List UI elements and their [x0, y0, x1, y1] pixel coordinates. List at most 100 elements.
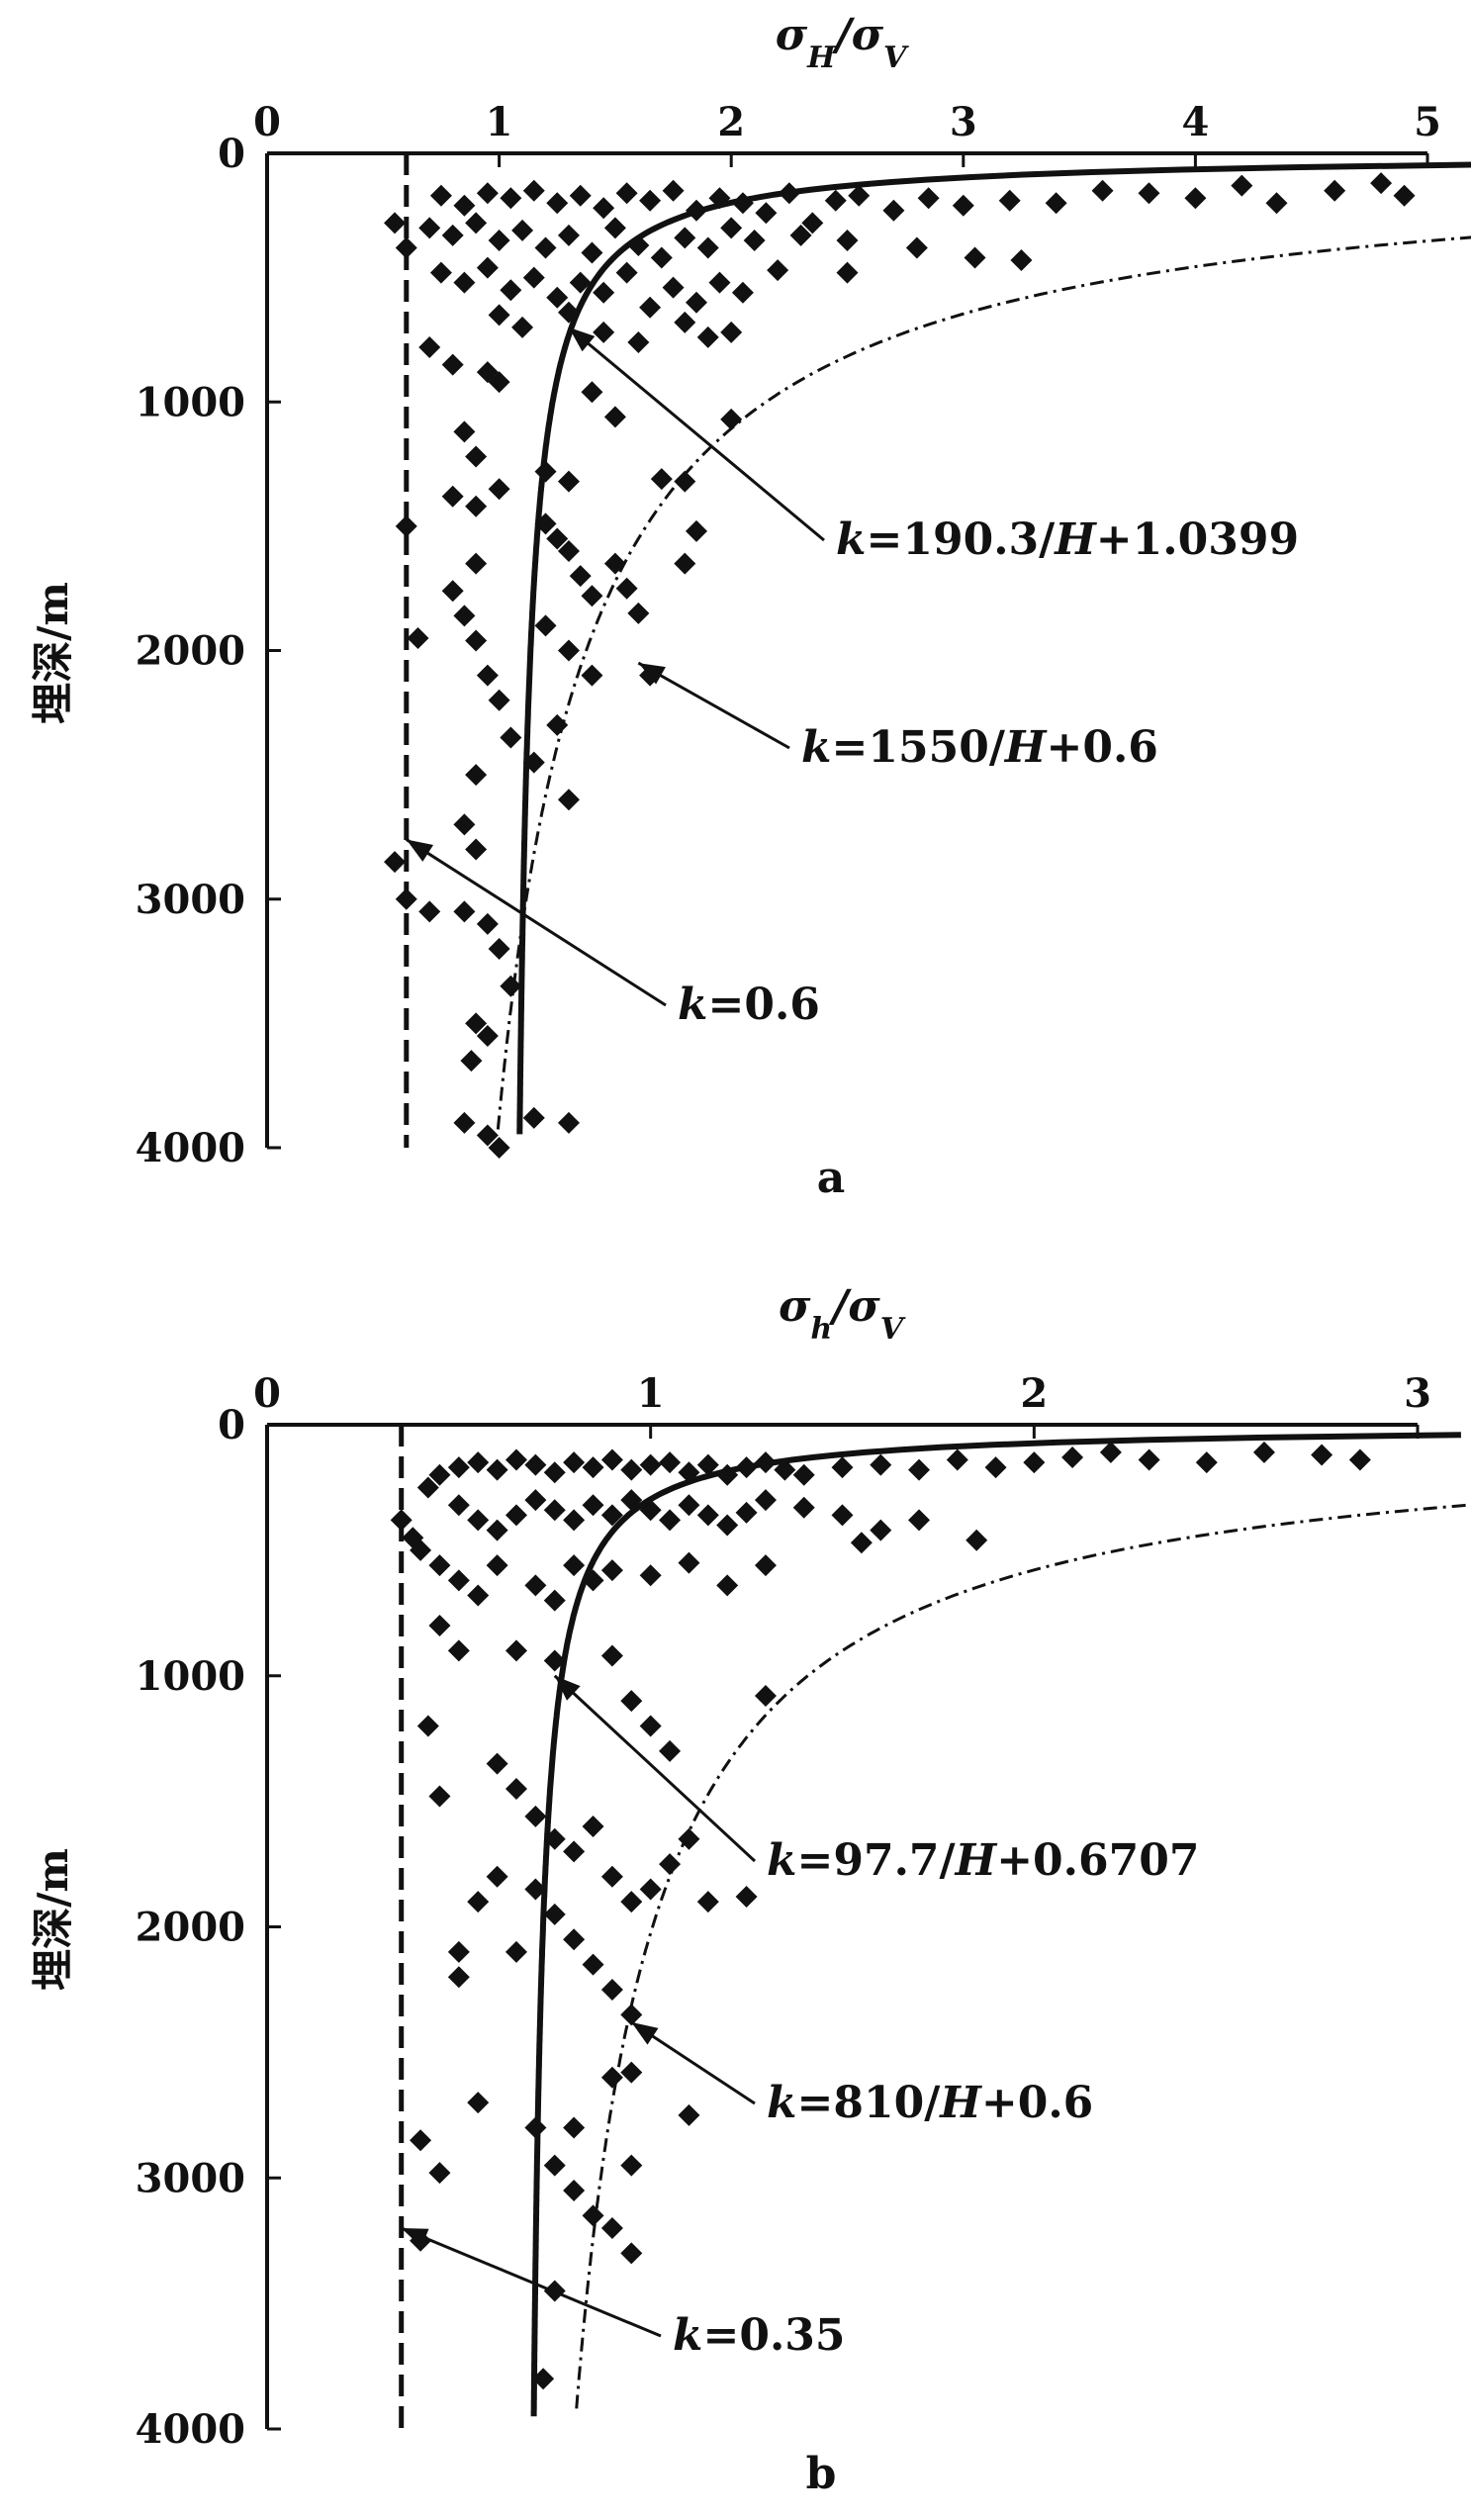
data-point	[600, 1559, 623, 1582]
data-point	[716, 1574, 739, 1597]
data-point	[467, 1509, 490, 1532]
data-point	[563, 2179, 586, 2201]
data-point	[543, 1461, 566, 1484]
arrowhead	[554, 1675, 581, 1701]
data-point	[946, 1448, 968, 1471]
data-point	[600, 1644, 623, 1667]
data-point	[1195, 1451, 1218, 1474]
data-point	[708, 271, 731, 294]
data-point	[500, 279, 522, 302]
data-point	[563, 1554, 586, 1577]
data-point	[488, 1137, 510, 1159]
data-point	[1348, 1448, 1371, 1471]
data-point	[410, 2129, 432, 2152]
data-point	[1231, 174, 1253, 197]
panel-label: a	[817, 1153, 846, 1203]
data-point	[582, 2204, 604, 2227]
data-point	[460, 1050, 483, 1073]
y-tick-label: 3000	[136, 2155, 245, 2201]
data-point	[486, 1554, 508, 1577]
data-point	[650, 246, 673, 269]
data-point	[620, 2242, 643, 2265]
data-point	[486, 1458, 508, 1481]
data-point	[453, 420, 476, 443]
arrowhead	[568, 327, 596, 352]
data-point	[639, 296, 662, 319]
y-tick-label: 2000	[136, 628, 245, 675]
data-point	[1023, 1451, 1046, 1474]
data-point	[488, 478, 510, 501]
data-point	[557, 789, 580, 811]
data-point	[534, 236, 557, 259]
data-point	[1091, 179, 1114, 202]
data-point	[488, 304, 510, 327]
data-point	[524, 1878, 547, 1901]
data-point	[754, 1685, 777, 1708]
data-point	[563, 2116, 586, 2139]
x-tick-label: 2	[717, 99, 745, 145]
data-point	[534, 460, 557, 483]
data-point	[639, 1878, 662, 1901]
arrowhead	[401, 2228, 429, 2248]
data-point	[488, 371, 510, 394]
data-point	[465, 212, 488, 234]
data-point	[511, 316, 534, 338]
data-point	[620, 1690, 643, 1713]
data-point	[627, 330, 650, 353]
data-point	[600, 1865, 623, 1888]
data-point	[569, 271, 592, 294]
data-point	[659, 1451, 682, 1474]
data-point	[905, 236, 928, 259]
data-point	[650, 468, 673, 491]
y-tick-label: 4000	[136, 2406, 245, 2453]
data-point	[563, 1840, 586, 1863]
data-point	[465, 1012, 488, 1035]
data-point	[410, 1539, 432, 1561]
y-axis-title: 埋深/m	[29, 1848, 77, 1991]
annotation-arrow	[553, 1674, 757, 1863]
data-point	[686, 199, 708, 222]
data-point	[581, 585, 603, 607]
data-point	[674, 311, 696, 333]
data-point	[1010, 249, 1033, 272]
data-point	[486, 1519, 508, 1541]
data-point	[882, 199, 905, 222]
data-point	[428, 1615, 451, 1636]
data-point	[524, 1453, 547, 1476]
data-point	[582, 1456, 604, 1479]
data-point	[615, 182, 638, 205]
data-point	[674, 227, 696, 249]
data-point	[505, 1448, 527, 1471]
data-point	[447, 1569, 470, 1592]
data-point	[615, 261, 638, 284]
data-point	[582, 1953, 604, 1976]
data-point	[581, 664, 603, 687]
data-point	[522, 751, 545, 774]
data-point	[659, 1853, 682, 1876]
data-point	[603, 552, 626, 575]
data-point	[639, 1453, 662, 1476]
annotation-label: k=97.7/H+0.6707	[767, 1835, 1199, 1886]
arrowhead	[406, 839, 434, 862]
data-point	[563, 1509, 586, 1532]
data-point	[453, 900, 476, 923]
data-point	[639, 1715, 662, 1737]
data-point	[557, 470, 580, 493]
data-point	[581, 241, 603, 264]
data-point	[546, 192, 569, 215]
data-point	[600, 1504, 623, 1527]
data-point	[390, 1509, 413, 1532]
data-point	[720, 408, 743, 430]
data-point	[465, 764, 488, 787]
data-point	[543, 2154, 566, 2177]
data-point	[952, 194, 974, 217]
data-point	[603, 406, 626, 428]
data-point	[428, 1554, 451, 1577]
data-point	[524, 1805, 547, 1827]
data-point	[428, 1785, 451, 1808]
data-point	[735, 1456, 758, 1479]
data-point	[917, 187, 940, 210]
x-tick-label: 1	[637, 1370, 665, 1417]
x-axis-title: σh/σV	[779, 1281, 906, 1347]
data-point	[716, 1463, 739, 1486]
